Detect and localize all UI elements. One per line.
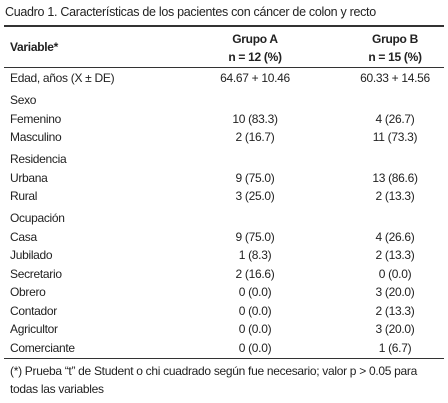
group-b-cell: 2 (13.3): [375, 303, 415, 318]
table-title: Cuadro 1. Características de los pacient…: [5, 5, 376, 19]
group-b-cell: 4 (26.6): [375, 229, 415, 244]
group-b-cell: 4 (26.7): [375, 111, 415, 126]
section-heading: Ocupación: [10, 211, 65, 225]
row-label: Jubilado: [10, 248, 53, 262]
header-group-a-n: n = 12 (%): [228, 50, 282, 64]
bottom-rule: [4, 358, 444, 359]
footnote: (*) Prueba “t” de Student o chi cuadrado…: [10, 364, 417, 396]
header-group-b: Grupo B: [372, 32, 418, 46]
header-variable: Variable*: [10, 40, 59, 54]
group-b-cell: 3 (20.0): [375, 285, 415, 299]
group-a-cell: 9 (75.0): [235, 229, 275, 244]
group-b-cell: 13 (86.6): [372, 170, 418, 185]
group-a-cell: 0 (0.0): [238, 340, 272, 355]
row-label: Femenino: [10, 111, 61, 126]
group-b-cell: 1 (6.7): [378, 340, 412, 355]
row-label: Comerciante: [10, 340, 75, 355]
group-b-cell: 60.33 + 14.56: [360, 71, 430, 85]
section-heading: Residencia: [10, 152, 67, 166]
row-label: Contador: [10, 303, 57, 318]
group-a-cell: 2 (16.7): [235, 130, 275, 144]
row-label: Agricultor: [10, 322, 58, 336]
group-b-cell: 0 (0.0): [378, 266, 412, 281]
row-label: Urbana: [10, 170, 48, 185]
row-label: Masculino: [10, 130, 62, 144]
group-b-cell: 3 (20.0): [375, 322, 415, 336]
group-a-cell: 10 (83.3): [232, 111, 278, 126]
group-a-cell: 2 (16.6): [235, 266, 275, 281]
group-b-cell: 11 (73.3): [372, 130, 418, 144]
group-a-cell: 0 (0.0): [238, 322, 272, 336]
group-b-cell: 2 (13.3): [375, 189, 415, 203]
group-a-cell: 3 (25.0): [235, 189, 275, 203]
top-rule: [4, 25, 444, 27]
group-a-cell: 0 (0.0): [238, 285, 272, 299]
group-b-cell: 2 (13.3): [375, 248, 415, 262]
row-label: Casa: [10, 229, 37, 244]
group-a-cell: 64.67 + 10.46: [220, 71, 290, 85]
header-group-b-n: n = 15 (%): [368, 50, 422, 64]
header-rule: [4, 67, 444, 68]
row-label: Secretario: [10, 266, 62, 281]
section-heading: Sexo: [10, 93, 37, 107]
row-label: Obrero: [10, 285, 46, 299]
row-label: Edad, años (X ± DE): [10, 71, 115, 85]
group-a-cell: 1 (8.3): [238, 248, 272, 262]
group-a-cell: 0 (0.0): [238, 303, 272, 318]
group-a-cell: 9 (75.0): [235, 170, 275, 185]
row-label: Rural: [10, 189, 38, 203]
header-group-a: Grupo A: [232, 32, 278, 46]
